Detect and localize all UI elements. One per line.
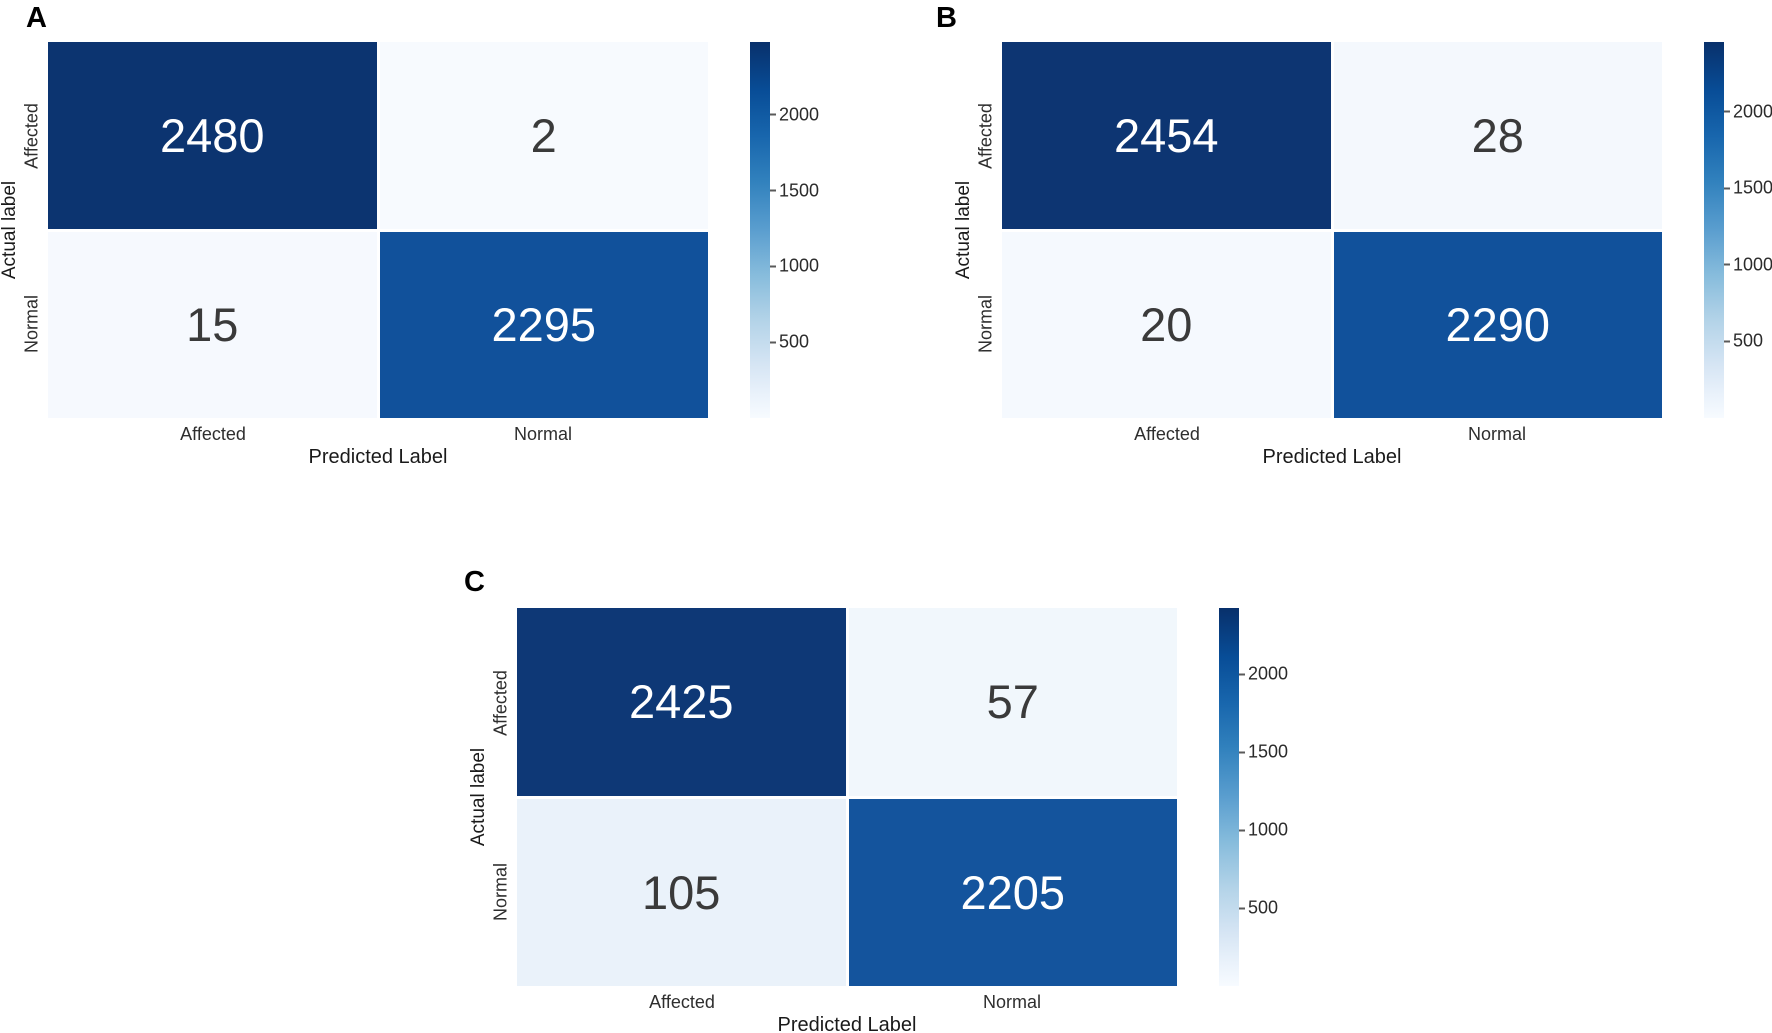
confusion-matrix-grid: 2454 28 20 2290 xyxy=(1002,42,1662,418)
cell-actual-normal-pred-normal: 2295 xyxy=(379,231,708,418)
colorbar: 2000 1500 1000 500 xyxy=(1219,608,1288,986)
colorbar-tick-2000: 2000 xyxy=(770,104,819,125)
panel-b-letter: B xyxy=(936,2,958,34)
colorbar-gradient xyxy=(1704,42,1724,418)
colorbar-tick-1500: 1500 xyxy=(1239,742,1288,763)
cell-actual-normal-pred-affected: 15 xyxy=(48,231,377,418)
cell-actual-normal-pred-affected: 20 xyxy=(1002,231,1331,418)
colorbar-tick-2000: 2000 xyxy=(1239,664,1288,685)
x-tick-affected: Affected xyxy=(180,424,246,444)
x-axis-label: Predicted Label xyxy=(308,446,448,468)
colorbar-tick-1000: 1000 xyxy=(1724,254,1772,275)
x-tick-affected: Affected xyxy=(649,992,715,1012)
colorbar-tick-1500: 1500 xyxy=(770,180,819,201)
colorbar: 2000 1500 1000 500 xyxy=(750,42,819,418)
confusion-matrix-grid: 2425 57 105 2205 xyxy=(517,608,1177,986)
y-axis-label: Actual label xyxy=(468,747,489,847)
y-tick-normal: Normal xyxy=(490,862,511,922)
cell-actual-normal-pred-normal: 2290 xyxy=(1333,231,1662,418)
colorbar-tick-1500: 1500 xyxy=(1724,178,1772,199)
colorbar-gradient xyxy=(750,42,770,418)
panel-c-heatmap: 2425 57 105 2205 Affected Normal Actual … xyxy=(468,608,1288,1033)
colorbar-tick-500: 500 xyxy=(770,332,809,353)
colorbar-tick-500: 500 xyxy=(1239,898,1278,919)
y-tick-affected: Affected xyxy=(21,103,42,169)
panel-a-heatmap: 2480 2 15 2295 Affected Normal Actual la… xyxy=(0,42,819,468)
y-tick-affected: Affected xyxy=(975,103,996,169)
y-axis-label: Actual label xyxy=(0,180,20,280)
cell-actual-affected-pred-affected: 2425 xyxy=(517,608,846,796)
panel-b-heatmap: 2454 28 20 2290 Affected Normal Actual l… xyxy=(953,42,1772,468)
cell-actual-normal-pred-affected: 105 xyxy=(517,798,846,986)
cell-actual-affected-pred-normal: 57 xyxy=(848,608,1177,796)
cell-actual-affected-pred-affected: 2454 xyxy=(1002,42,1331,229)
y-tick-affected: Affected xyxy=(490,670,511,736)
cell-actual-affected-pred-normal: 2 xyxy=(379,42,708,229)
confusion-matrix-grid: 2480 2 15 2295 xyxy=(48,42,708,418)
cell-actual-affected-pred-affected: 2480 xyxy=(48,42,377,229)
colorbar-tick-2000: 2000 xyxy=(1724,101,1772,122)
colorbar-tick-1000: 1000 xyxy=(770,256,819,277)
x-tick-affected: Affected xyxy=(1134,424,1200,444)
x-axis-label: Predicted Label xyxy=(1262,446,1402,468)
x-tick-normal: Normal xyxy=(1467,424,1526,444)
x-axis-label: Predicted Label xyxy=(777,1014,917,1033)
colorbar-tick-1000: 1000 xyxy=(1239,820,1288,841)
y-tick-normal: Normal xyxy=(21,294,42,354)
cell-actual-affected-pred-normal: 28 xyxy=(1333,42,1662,229)
x-tick-normal: Normal xyxy=(513,424,572,444)
x-tick-normal: Normal xyxy=(982,992,1041,1012)
y-tick-normal: Normal xyxy=(975,294,996,354)
colorbar-gradient xyxy=(1219,608,1239,986)
panel-c-letter: C xyxy=(464,566,486,598)
cell-actual-normal-pred-normal: 2205 xyxy=(848,798,1177,986)
colorbar: 2000 1500 1000 500 xyxy=(1704,42,1772,418)
y-axis-label: Actual label xyxy=(953,180,974,280)
panel-a-letter: A xyxy=(26,2,48,34)
colorbar-tick-500: 500 xyxy=(1724,331,1763,352)
